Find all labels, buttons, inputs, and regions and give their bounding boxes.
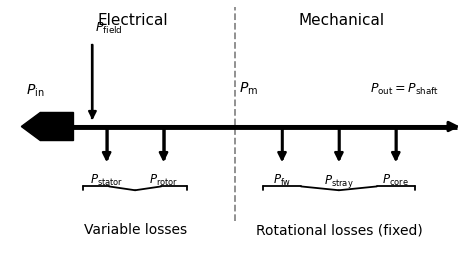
Text: $P_{\rm stray}$: $P_{\rm stray}$ [324, 173, 354, 190]
Text: $P_{\rm m}$: $P_{\rm m}$ [239, 80, 258, 97]
Text: Variable losses: Variable losses [83, 222, 187, 236]
Text: $P_{\rm field}$: $P_{\rm field}$ [95, 21, 122, 36]
Text: $P_{\rm out} = P_{\rm shaft}$: $P_{\rm out} = P_{\rm shaft}$ [370, 82, 438, 97]
Text: $P_{\rm core}$: $P_{\rm core}$ [383, 173, 409, 188]
Text: $P_{\rm in}$: $P_{\rm in}$ [26, 83, 45, 99]
Text: $P_{\rm rotor}$: $P_{\rm rotor}$ [149, 173, 178, 188]
Text: Rotational losses (fixed): Rotational losses (fixed) [255, 222, 422, 236]
Polygon shape [21, 113, 73, 141]
Text: Mechanical: Mechanical [298, 13, 384, 28]
Text: $P_{\rm stator}$: $P_{\rm stator}$ [90, 173, 123, 188]
Text: $P_{\rm fw}$: $P_{\rm fw}$ [273, 173, 291, 188]
Text: Electrical: Electrical [98, 13, 168, 28]
